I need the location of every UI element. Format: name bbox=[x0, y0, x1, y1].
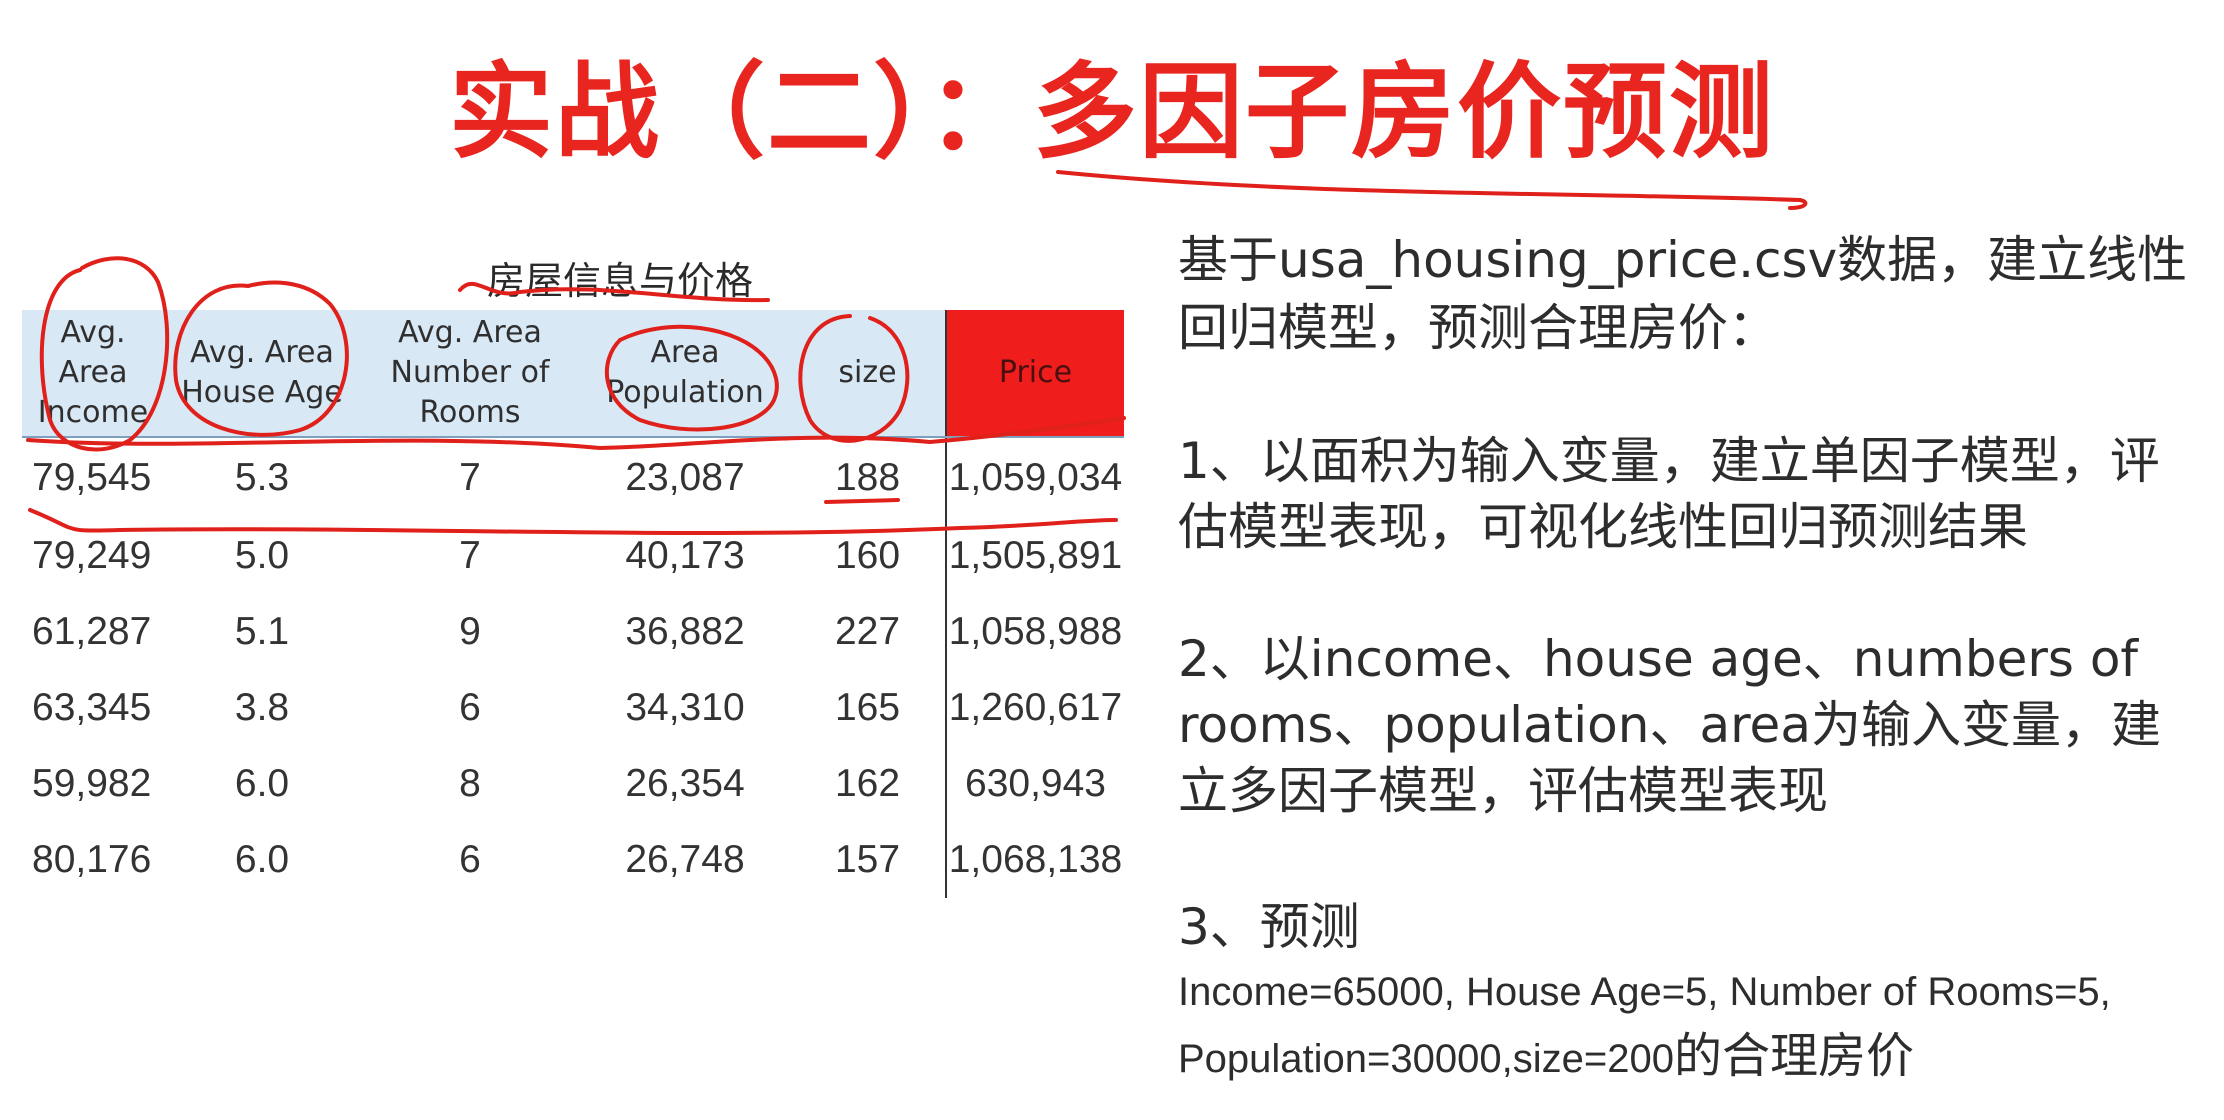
table-cell: 40,173 bbox=[625, 534, 745, 577]
table-cell: 63,345 bbox=[32, 686, 152, 729]
table-cell: 1,505,891 bbox=[945, 518, 1124, 594]
title-underline-annotation bbox=[1056, 170, 1808, 210]
table-cell: 5.1 bbox=[234, 610, 290, 653]
table-cell: 1,058,988 bbox=[945, 594, 1124, 670]
table-cell: 79,249 bbox=[32, 534, 152, 577]
task-description: 基于usa_housing_price.csv数据，建立线性回归模型，预测合理房… bbox=[1178, 226, 2198, 1091]
housing-data-table: Avg. Area Income Avg. Area House Age Avg. A… bbox=[22, 310, 1124, 898]
table-cell: 6.0 bbox=[234, 762, 290, 805]
table-cell: 61,287 bbox=[32, 610, 152, 653]
header-area-population: Area Population bbox=[580, 310, 790, 438]
slide-title: 实战（二）：多因子房价预测 bbox=[448, 51, 1775, 173]
table-cell: 157 bbox=[834, 838, 901, 881]
header-avg-area-income: Avg. Area Income bbox=[22, 310, 164, 438]
step-3-detail-suffix: 的合理房价 bbox=[1673, 1028, 1914, 1084]
table-cell: 160 bbox=[834, 534, 901, 577]
table-body: 79,545 5.3 7 23,087 188 1,059,034 79,249 5.0 7 40… bbox=[22, 437, 1124, 898]
step-3-detail-line-a: Income=65000, House Age=5, Number of Roo… bbox=[1178, 970, 2111, 1014]
table-cell: 8 bbox=[459, 762, 481, 805]
table-row: 63,345 3.8 6 34,310 165 1,260,617 bbox=[22, 670, 1124, 746]
table-cell: 79,545 bbox=[32, 456, 152, 499]
table-cell: 26,748 bbox=[625, 838, 745, 881]
task-step-3-detail: Income=65000, House Age=5, Number of Roo… bbox=[1178, 960, 2198, 1091]
table-cell: 59,982 bbox=[32, 762, 152, 805]
step-3-detail-line-b: Population=30000,size=200 bbox=[1178, 1037, 1674, 1081]
table-row: 80,176 6.0 6 26,748 157 1,068,138 bbox=[22, 822, 1124, 898]
table-cell: 1,068,138 bbox=[945, 822, 1124, 898]
table-cell: 26,354 bbox=[625, 762, 745, 805]
table-cell: 80,176 bbox=[32, 838, 152, 881]
table-header-row: Avg. Area Income Avg. Area House Age Avg. A… bbox=[22, 310, 1124, 438]
task-step-3: 3、预测 bbox=[1178, 898, 1360, 956]
table-cell: 6 bbox=[459, 838, 481, 881]
header-avg-area-number-of-rooms: Avg. Area Number of Rooms bbox=[360, 310, 580, 438]
table-cell: 6.0 bbox=[234, 838, 290, 881]
table-caption: 房屋信息与价格 bbox=[486, 259, 753, 303]
table-cell: 188 bbox=[834, 456, 901, 499]
table-cell: 3.8 bbox=[234, 686, 290, 729]
header-avg-area-house-age: Avg. Area House Age bbox=[164, 310, 360, 438]
table-cell: 36,882 bbox=[625, 610, 745, 653]
table-cell: 5.3 bbox=[234, 456, 290, 499]
table-row: 59,982 6.0 8 26,354 162 630,943 bbox=[22, 746, 1124, 822]
table-cell: 162 bbox=[834, 762, 901, 805]
table-row: 79,249 5.0 7 40,173 160 1,505,891 bbox=[22, 518, 1124, 594]
table-row: 61,287 5.1 9 36,882 227 1,058,988 bbox=[22, 594, 1124, 670]
table-cell: 1,260,617 bbox=[945, 670, 1124, 746]
table-cell: 630,943 bbox=[945, 746, 1124, 822]
table-row: 79,545 5.3 7 23,087 188 1,059,034 bbox=[22, 437, 1124, 518]
table-cell: 5.0 bbox=[234, 534, 290, 577]
table-cell: 165 bbox=[834, 686, 901, 729]
table-cell: 23,087 bbox=[625, 456, 745, 499]
table-cell: 1,059,034 bbox=[945, 437, 1124, 518]
task-intro: 基于usa_housing_price.csv数据，建立线性回归模型，预测合理房… bbox=[1178, 231, 2188, 357]
header-price: Price bbox=[945, 310, 1124, 438]
table-cell: 227 bbox=[834, 610, 901, 653]
table-cell: 7 bbox=[459, 534, 481, 577]
table-cell: 34,310 bbox=[625, 686, 745, 729]
table-cell: 9 bbox=[459, 610, 481, 653]
task-step-2: 2、以income、house age、numbers of rooms、pop… bbox=[1178, 630, 2161, 820]
header-size: size bbox=[790, 310, 946, 438]
table-cell: 7 bbox=[459, 456, 481, 499]
task-step-1: 1、以面积为输入变量，建立单因子模型，评估模型表现，可视化线性回归预测结果 bbox=[1178, 432, 2160, 556]
table-cell: 6 bbox=[459, 686, 481, 729]
